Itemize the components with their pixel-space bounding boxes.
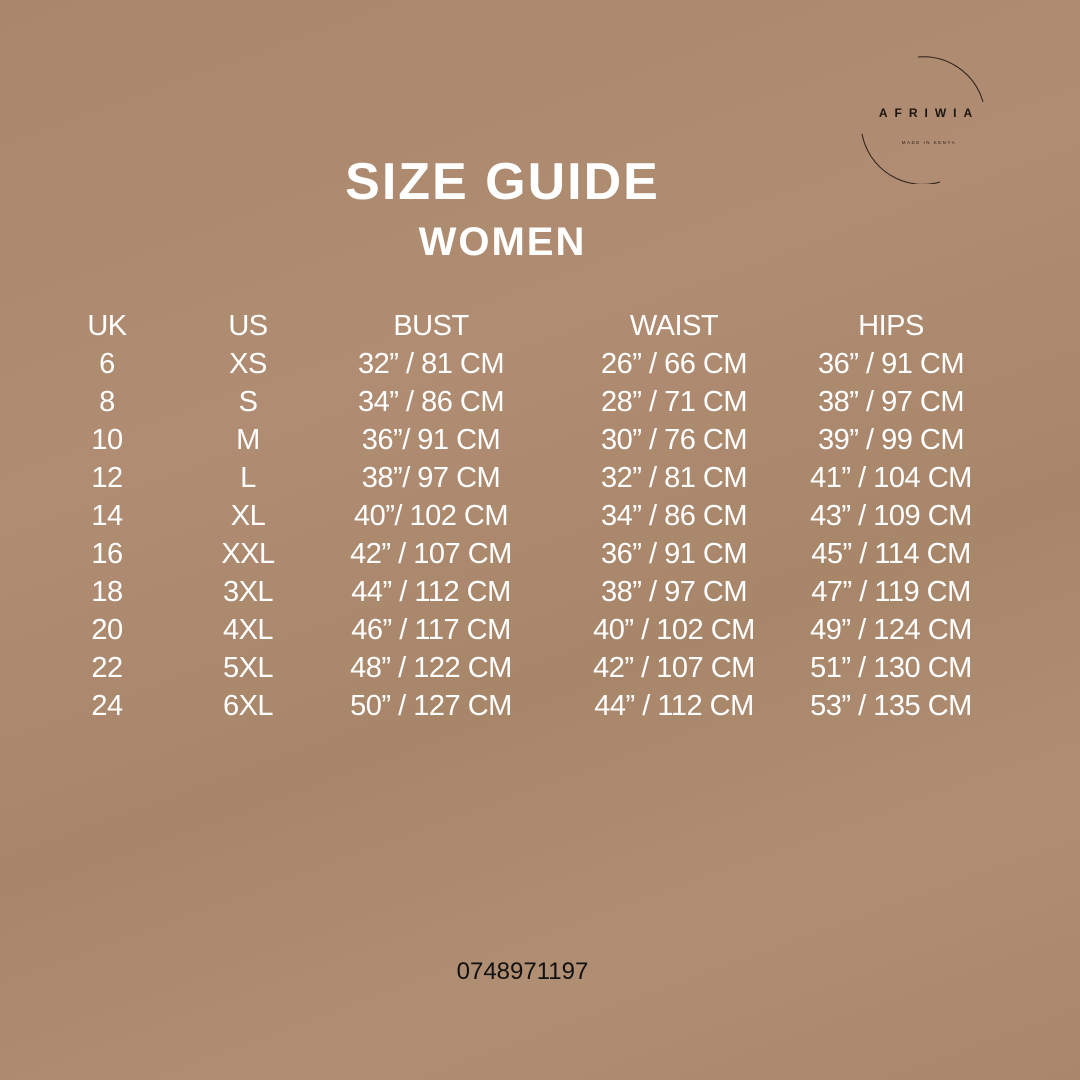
table-cell: 38”/ 97 CM — [361, 462, 501, 494]
table-cell: S — [238, 386, 258, 418]
table-cell: 36” / 91 CM — [818, 348, 965, 380]
table-cell: 8 — [99, 386, 115, 418]
table-cell: 10 — [91, 424, 123, 456]
page-title: SIZE GUIDE — [345, 153, 660, 211]
table-cell: 12 — [91, 462, 123, 494]
table-cell: 42” / 107 CM — [593, 652, 755, 684]
table-cell: 16 — [91, 538, 123, 570]
table-cell: 49” / 124 CM — [810, 614, 972, 646]
table-cell: M — [236, 424, 260, 456]
table-cell: L — [240, 462, 256, 494]
column-header: BUST — [393, 310, 469, 342]
logo-tagline: MADE IN KENYA — [901, 140, 957, 145]
phone-number: 0748971197 — [456, 958, 589, 985]
table-cell: 40” / 102 CM — [593, 614, 755, 646]
table-cell: 48” / 122 CM — [350, 652, 512, 684]
table-cell: 26” / 66 CM — [601, 348, 748, 380]
table-cell: 20 — [91, 614, 123, 646]
table-cell: 41” / 104 CM — [810, 462, 972, 494]
table-cell: 30” / 76 CM — [601, 424, 748, 456]
table-cell: 50” / 127 CM — [350, 690, 512, 722]
table-cell: 44” / 112 CM — [594, 690, 754, 722]
page-subtitle: WOMEN — [418, 220, 587, 264]
table-cell: 24 — [91, 690, 123, 722]
table-cell: 32” / 81 CM — [358, 348, 505, 380]
table-cell: 47” / 119 CM — [811, 576, 971, 608]
table-cell: 42” / 107 CM — [350, 538, 512, 570]
column-header: HIPS — [858, 310, 924, 342]
afriwia-logo: AFRIWIA MADE IN KENYA — [858, 54, 988, 184]
table-cell: 40”/ 102 CM — [353, 500, 509, 532]
table-cell: 14 — [91, 500, 123, 532]
table-cell: 43” / 109 CM — [810, 500, 972, 532]
table-cell: 6 — [99, 348, 115, 380]
table-cell: XXL — [221, 538, 275, 570]
logo-circle-icon — [861, 56, 984, 184]
table-cell: 18 — [91, 576, 123, 608]
logo-brand: AFRIWIA — [878, 106, 980, 120]
table-cell: 5XL — [222, 652, 274, 684]
table-cell: 44” / 112 CM — [351, 576, 511, 608]
table-cell: 22 — [91, 652, 123, 684]
table-cell: 39” / 99 CM — [818, 424, 965, 456]
table-cell: 51” / 130 CM — [810, 652, 972, 684]
table-cell: 3XL — [222, 576, 274, 608]
table-cell: 28” / 71 CM — [601, 386, 748, 418]
table-cell: 4XL — [222, 614, 274, 646]
table-cell: 6XL — [222, 690, 274, 722]
table-cell: 53” / 135 CM — [810, 690, 972, 722]
table-cell: 34” / 86 CM — [358, 386, 505, 418]
column-header: WAIST — [629, 310, 719, 342]
table-cell: 45” / 114 CM — [811, 538, 971, 570]
column-header: UK — [87, 310, 127, 342]
table-cell: XS — [229, 348, 267, 380]
table-cell: XL — [230, 500, 266, 532]
column-header: US — [228, 310, 268, 342]
table-cell: 38” / 97 CM — [818, 386, 965, 418]
table-cell: 38” / 97 CM — [601, 576, 748, 608]
table-cell: 36”/ 91 CM — [361, 424, 501, 456]
table-cell: 32” / 81 CM — [601, 462, 748, 494]
table-cell: 46” / 117 CM — [351, 614, 511, 646]
table-cell: 34” / 86 CM — [601, 500, 748, 532]
table-cell: 36” / 91 CM — [601, 538, 748, 570]
